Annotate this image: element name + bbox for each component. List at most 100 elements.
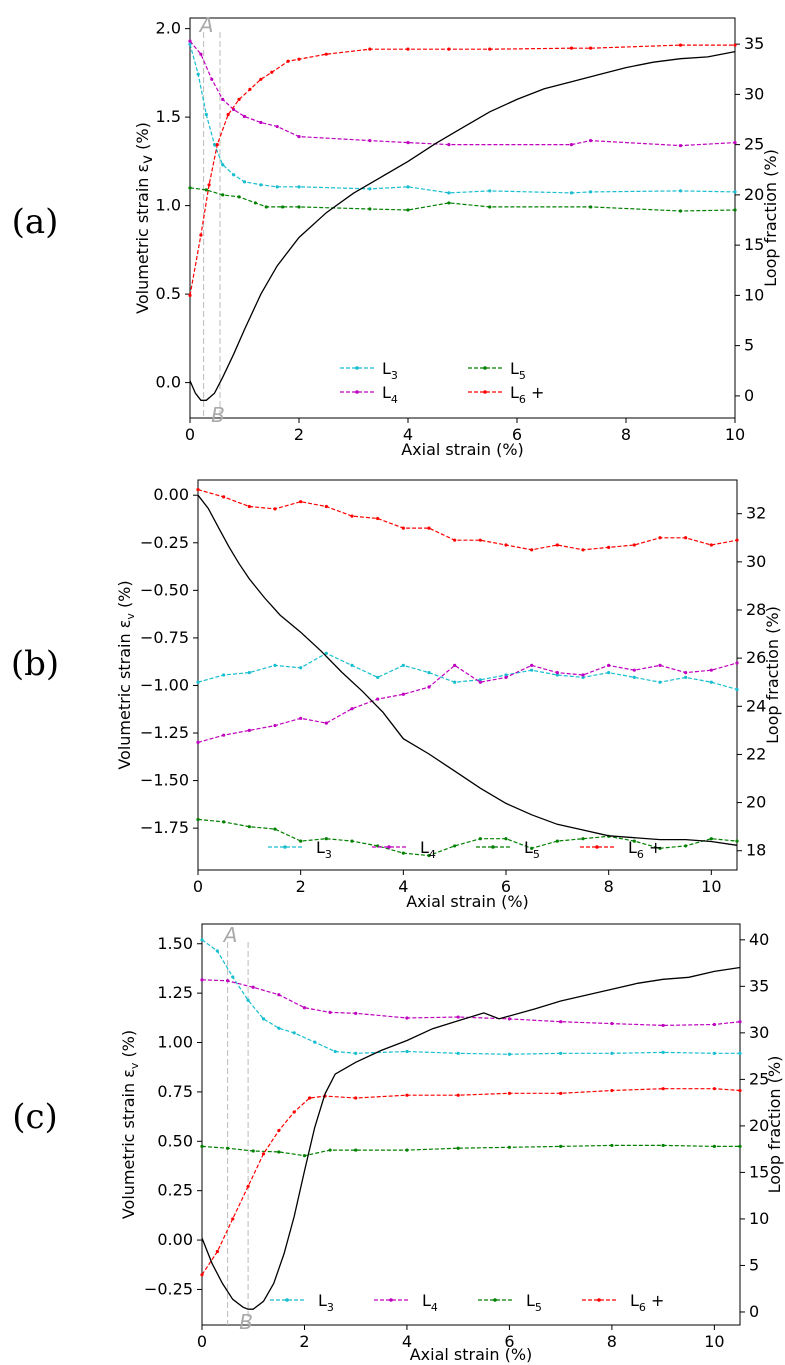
series-point-L6 — [738, 1088, 742, 1093]
x-tick-label: 0 — [193, 877, 203, 896]
marker-label-B: B — [211, 403, 225, 427]
series-point-L6 — [678, 43, 683, 47]
series-point-L6 — [709, 543, 713, 547]
legend-label: L4 — [420, 838, 436, 861]
series-point-L5 — [222, 820, 226, 824]
x-tick-label: 6 — [512, 425, 522, 444]
x-tick-label: 0 — [185, 425, 195, 444]
series-point-L6 — [447, 47, 451, 51]
series-point-L5 — [735, 839, 739, 843]
chart-panel-1: (a) 0 2 4 6 8 10 0.0 0.5 1.0 1.5 2.0 0 5 10 15 20 25 30 35 A… — [12, 13, 780, 459]
series-point-L5 — [733, 208, 737, 212]
series-point-L6 — [292, 1110, 296, 1114]
series-point-L4 — [658, 663, 662, 667]
y-tick-label: −0.25 — [140, 533, 189, 552]
series-point-L3 — [709, 680, 713, 684]
series-point-L6 — [405, 1093, 409, 1097]
series-point-L4 — [478, 680, 482, 684]
series-point-L3 — [738, 1051, 742, 1055]
series-point-L6 — [406, 47, 410, 51]
legend-label: L5 — [526, 1291, 542, 1314]
legend-marker — [483, 390, 487, 394]
series-point-L5 — [299, 839, 303, 843]
series-point-L4 — [661, 1023, 665, 1028]
series-point-L5 — [581, 837, 585, 841]
legend-item-L5: L5 — [476, 838, 540, 861]
legend-item-L4: L4 — [374, 1291, 438, 1314]
y2-tick-label: 30 — [746, 552, 766, 571]
series-point-L3 — [204, 112, 208, 117]
series-point-L5 — [297, 205, 301, 209]
series-point-L3 — [247, 670, 251, 675]
series-point-L6 — [286, 59, 290, 63]
series-point-L3 — [299, 666, 303, 670]
series-point-L4 — [709, 668, 713, 672]
x-tick-label: 4 — [402, 1332, 412, 1351]
series-point-L6 — [277, 1128, 281, 1133]
y-tick-label: 0.00 — [157, 1230, 193, 1249]
y-axis-label: Volumetric strain εv (%) — [115, 580, 137, 769]
series-point-L6 — [226, 112, 230, 117]
y2-tick-label: 5 — [744, 336, 754, 355]
series-point-L3 — [221, 163, 225, 167]
series-point-L3 — [610, 1051, 614, 1055]
y2-axis-label: Loop fraction (%) — [765, 1056, 784, 1194]
volumetric-strain-line — [189, 50, 736, 401]
series-point-L4 — [712, 1022, 716, 1027]
series-point-L4 — [251, 985, 255, 989]
y2-tick-label: 32 — [746, 504, 766, 523]
panel-letter: (a) — [12, 202, 59, 242]
series-point-L6 — [246, 1184, 250, 1188]
series-point-L3 — [405, 1049, 409, 1054]
legend-label: L3 — [318, 1291, 334, 1314]
series-point-L5 — [277, 1150, 281, 1154]
series-point-L3 — [530, 668, 534, 672]
series-point-L4 — [324, 721, 328, 725]
series-point-L3 — [607, 670, 611, 675]
series-point-L4 — [200, 978, 204, 982]
series-point-L6 — [610, 1088, 614, 1093]
x-tick-label: 2 — [294, 425, 304, 444]
y2-tick-label: 0 — [744, 386, 754, 405]
series-point-L6 — [222, 495, 226, 499]
legend-item-L6: L6 + — [582, 1291, 664, 1314]
y2-tick-label: 25 — [744, 135, 764, 154]
legend-label: L5 — [524, 838, 540, 861]
y-tick-label: 0.00 — [153, 485, 189, 504]
series-point-L6 — [188, 293, 192, 297]
x-tick-label: 2 — [299, 1332, 309, 1351]
series-line-L4 — [189, 40, 736, 147]
x-tick-label: 8 — [621, 425, 631, 444]
series-point-L4 — [277, 993, 281, 997]
series-point-L5 — [610, 1143, 614, 1148]
series-point-L3 — [232, 173, 236, 177]
y2-tick-label: 40 — [749, 930, 769, 949]
series-point-L3 — [222, 673, 226, 677]
series-line-L6 — [189, 44, 735, 296]
legend-marker — [595, 845, 599, 849]
series-point-L3 — [733, 190, 737, 194]
series-point-L5 — [328, 1148, 332, 1152]
legend-marker — [491, 845, 495, 849]
series-point-L6 — [196, 488, 200, 492]
series-point-L6 — [588, 46, 593, 50]
series-point-L3 — [259, 183, 263, 187]
series-point-L4 — [302, 1006, 307, 1010]
series-point-L3 — [581, 675, 585, 680]
y2-tick-label: 15 — [749, 1162, 769, 1181]
legend-item-L6: L6 + — [580, 838, 662, 861]
y-tick-label: −0.50 — [140, 580, 189, 599]
series-point-L5 — [530, 846, 534, 850]
y2-tick-label: 35 — [744, 34, 764, 53]
series-point-L6 — [581, 548, 585, 552]
series-point-L6 — [661, 1087, 665, 1091]
legend-marker — [483, 366, 487, 370]
series-line-L3 — [197, 652, 738, 690]
series-point-L6 — [273, 507, 277, 511]
series-point-L3 — [368, 187, 372, 191]
series-point-L4 — [226, 979, 230, 983]
series-point-L6 — [478, 538, 482, 542]
series-point-L6 — [324, 52, 328, 56]
series-point-L4 — [453, 663, 457, 667]
